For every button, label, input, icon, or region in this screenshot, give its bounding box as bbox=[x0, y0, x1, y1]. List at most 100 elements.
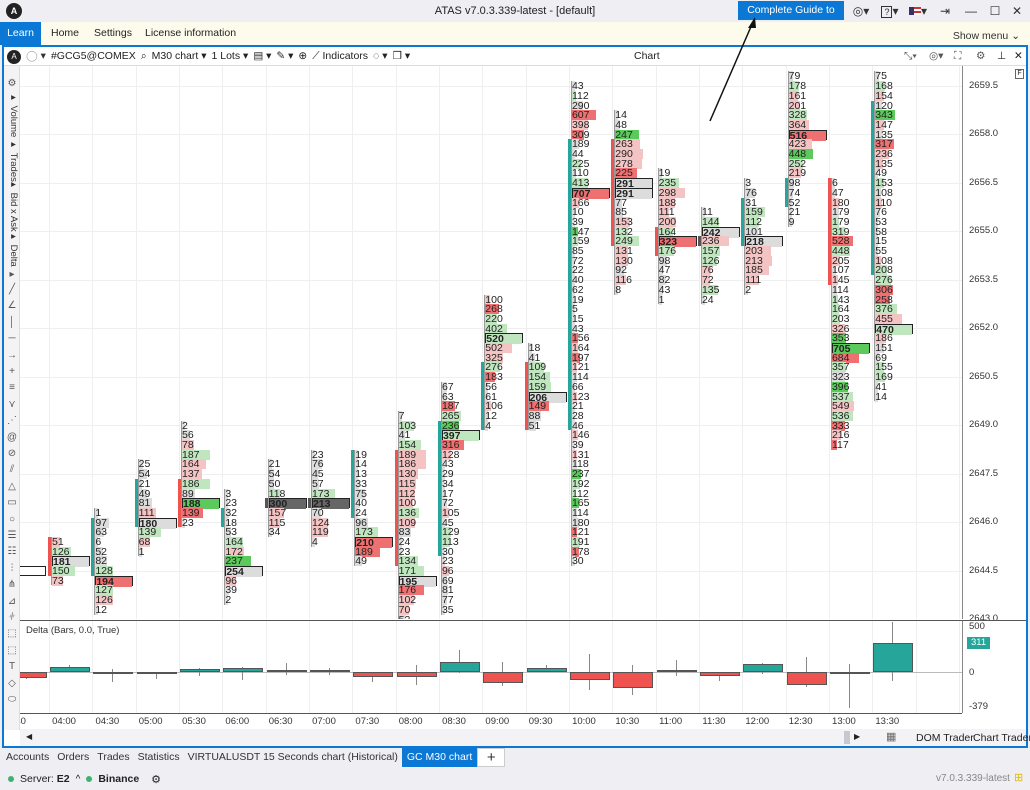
label-tool-icon[interactable]: ⬭ bbox=[7, 694, 17, 705]
pin-icon[interactable]: ⇥ bbox=[939, 4, 951, 18]
help-icon[interactable]: ? ▾ bbox=[878, 3, 902, 19]
footprint-cell[interactable]: 171 bbox=[398, 566, 429, 576]
footprint-cell[interactable]: 6 bbox=[95, 537, 125, 547]
footprint-cell[interactable]: 21 bbox=[571, 401, 602, 411]
tab-settings[interactable]: Settings bbox=[94, 27, 132, 39]
footprint-cell[interactable]: 11 bbox=[701, 207, 732, 217]
lots-selector[interactable]: 1 Lots ▾ bbox=[211, 50, 249, 62]
poc-cell[interactable]: 195 bbox=[398, 575, 437, 587]
footprint-cell[interactable]: 67 bbox=[441, 382, 472, 392]
footprint-cell[interactable]: 423 bbox=[788, 139, 819, 150]
footprint-cell[interactable]: 353 bbox=[831, 333, 862, 344]
line-tool-icon[interactable]: ╱ bbox=[8, 284, 16, 295]
footprint-cell[interactable]: 126 bbox=[52, 546, 82, 557]
footprint-cell[interactable]: 201 bbox=[788, 100, 819, 111]
poc-cell[interactable]: 210 bbox=[355, 537, 394, 548]
footprint-cell[interactable]: 14 bbox=[355, 459, 385, 470]
tab-learn[interactable]: Learn bbox=[0, 22, 41, 45]
footprint-cell[interactable]: 149 bbox=[528, 401, 559, 411]
footprint-cell[interactable]: 128 bbox=[95, 566, 125, 576]
footprint-cell[interactable]: 203 bbox=[745, 246, 775, 256]
footprint-cell[interactable]: 63 bbox=[441, 391, 472, 402]
footprint-cell[interactable]: 191 bbox=[571, 537, 602, 547]
footprint-cell[interactable]: 77 bbox=[441, 595, 472, 605]
footprint-cell[interactable]: 183 bbox=[485, 372, 515, 382]
footprint-cell[interactable]: 528 bbox=[831, 236, 862, 247]
footprint-cell[interactable]: 185 bbox=[745, 265, 775, 276]
angle-tool-icon[interactable]: ∠ bbox=[7, 300, 17, 312]
arrow-tool-icon[interactable]: → bbox=[7, 349, 17, 361]
scroll-left-icon[interactable]: ◀ bbox=[26, 732, 33, 741]
footprint-cell[interactable]: 114 bbox=[831, 285, 862, 295]
section-delta[interactable]: ▸ Delta bbox=[8, 231, 19, 267]
poc-cell[interactable]: 242 bbox=[701, 226, 740, 238]
delta-bar[interactable] bbox=[309, 669, 350, 672]
footprint-cell[interactable]: 56 bbox=[181, 430, 212, 441]
footprint-cell[interactable]: 22 bbox=[571, 265, 602, 276]
pin-icon[interactable]: ⊥ bbox=[997, 50, 1007, 62]
scroll-right-icon[interactable]: ▶ bbox=[854, 732, 861, 741]
footprint-cell[interactable]: 14 bbox=[615, 110, 645, 120]
footprint-cell[interactable]: 40 bbox=[571, 275, 602, 285]
footprint-cell[interactable]: 225 bbox=[615, 168, 645, 179]
footprint-cell[interactable]: 263 bbox=[615, 139, 645, 150]
poc-cell[interactable]: 516 bbox=[788, 129, 827, 141]
footprint-cell[interactable]: 157 bbox=[268, 508, 299, 518]
footprint-cell[interactable]: 364 bbox=[788, 120, 819, 130]
footprint-cell[interactable]: 17 bbox=[441, 488, 472, 499]
footprint-cell[interactable]: 24 bbox=[701, 294, 732, 305]
triangle-tool-icon[interactable]: △ bbox=[8, 480, 16, 492]
footprint-cell[interactable]: 455 bbox=[875, 314, 905, 324]
footprint-cell[interactable]: 276 bbox=[875, 275, 905, 285]
footprint-cell[interactable]: 119 bbox=[311, 527, 342, 538]
footprint-cell[interactable]: 54 bbox=[268, 469, 299, 479]
footprint-cell[interactable]: 109 bbox=[528, 362, 559, 373]
footprint-cell[interactable]: 155 bbox=[875, 362, 905, 373]
footprint-cell[interactable]: 97 bbox=[95, 517, 125, 528]
footprint-cell[interactable]: 2 bbox=[181, 420, 212, 431]
footprint-cell[interactable]: 129 bbox=[441, 527, 472, 538]
poc-cell[interactable]: 206 bbox=[528, 391, 567, 403]
footprint-cell[interactable]: 396 bbox=[831, 382, 862, 392]
footprint-cell[interactable]: 13 bbox=[355, 469, 385, 479]
footprint-cell[interactable]: 188 bbox=[658, 197, 689, 208]
footprint-cell[interactable]: 4 bbox=[485, 420, 515, 431]
footprint-cell[interactable]: 108 bbox=[875, 188, 905, 198]
footprint-cell[interactable]: 144 bbox=[701, 217, 732, 227]
footprint-cell[interactable]: 343 bbox=[875, 110, 905, 120]
footprint-cell[interactable]: 39 bbox=[571, 217, 602, 227]
crosshair-icon[interactable]: ◌ ▾ bbox=[373, 50, 388, 62]
pencil-icon[interactable]: ✎ ▾ bbox=[276, 50, 294, 62]
footprint-cell[interactable]: 134 bbox=[398, 556, 429, 567]
footprint-cell[interactable]: 53 bbox=[225, 527, 255, 538]
footprint-cell[interactable]: 96 bbox=[441, 566, 472, 576]
poc-cell[interactable]: 323 bbox=[658, 236, 697, 248]
footprint-cell[interactable]: 111 bbox=[138, 508, 169, 518]
rectangle-tool-icon[interactable]: ▭ bbox=[7, 497, 17, 509]
delta-bar[interactable] bbox=[353, 672, 394, 678]
footprint-cell[interactable]: 220 bbox=[485, 314, 515, 324]
footprint-cell[interactable]: 235 bbox=[658, 178, 689, 188]
delta-bar[interactable] bbox=[829, 672, 870, 674]
footprint-cell[interactable]: 73 bbox=[52, 576, 82, 586]
footprint-chart[interactable]: 51 126 181 150 73 1 97 63 6 52 82 128 194 127 126 12 25 5… bbox=[20, 66, 962, 619]
close-chart-icon[interactable]: ✕ bbox=[1014, 50, 1023, 62]
footprint-cell[interactable]: 21 bbox=[268, 459, 299, 470]
footprint-cell[interactable]: 448 bbox=[788, 149, 819, 159]
footprint-cell[interactable]: 237 bbox=[225, 556, 255, 567]
footprint-cell[interactable]: 159 bbox=[528, 382, 559, 392]
footprint-cell[interactable]: 112 bbox=[571, 91, 602, 101]
poc-cell[interactable]: 218 bbox=[745, 236, 784, 248]
footprint-cell[interactable]: 1 bbox=[658, 294, 689, 305]
footprint-cell[interactable]: 100 bbox=[398, 498, 429, 508]
f-button[interactable]: F bbox=[1015, 69, 1024, 79]
footprint-cell[interactable]: 258 bbox=[875, 294, 905, 305]
footprint-cell[interactable]: 83 bbox=[398, 527, 429, 538]
tab-virtualusdt-chart[interactable]: VIRTUALUSDT 15 Seconds chart (Historical… bbox=[187, 751, 398, 763]
footprint-cell[interactable]: 63 bbox=[95, 527, 125, 538]
footprint-cell[interactable]: 236 bbox=[701, 236, 732, 247]
footprint-cell[interactable]: 72 bbox=[571, 255, 602, 266]
delta-bar[interactable] bbox=[20, 672, 47, 678]
footprint-cell[interactable]: 118 bbox=[571, 459, 602, 470]
footprint-cell[interactable]: 203 bbox=[831, 314, 862, 324]
